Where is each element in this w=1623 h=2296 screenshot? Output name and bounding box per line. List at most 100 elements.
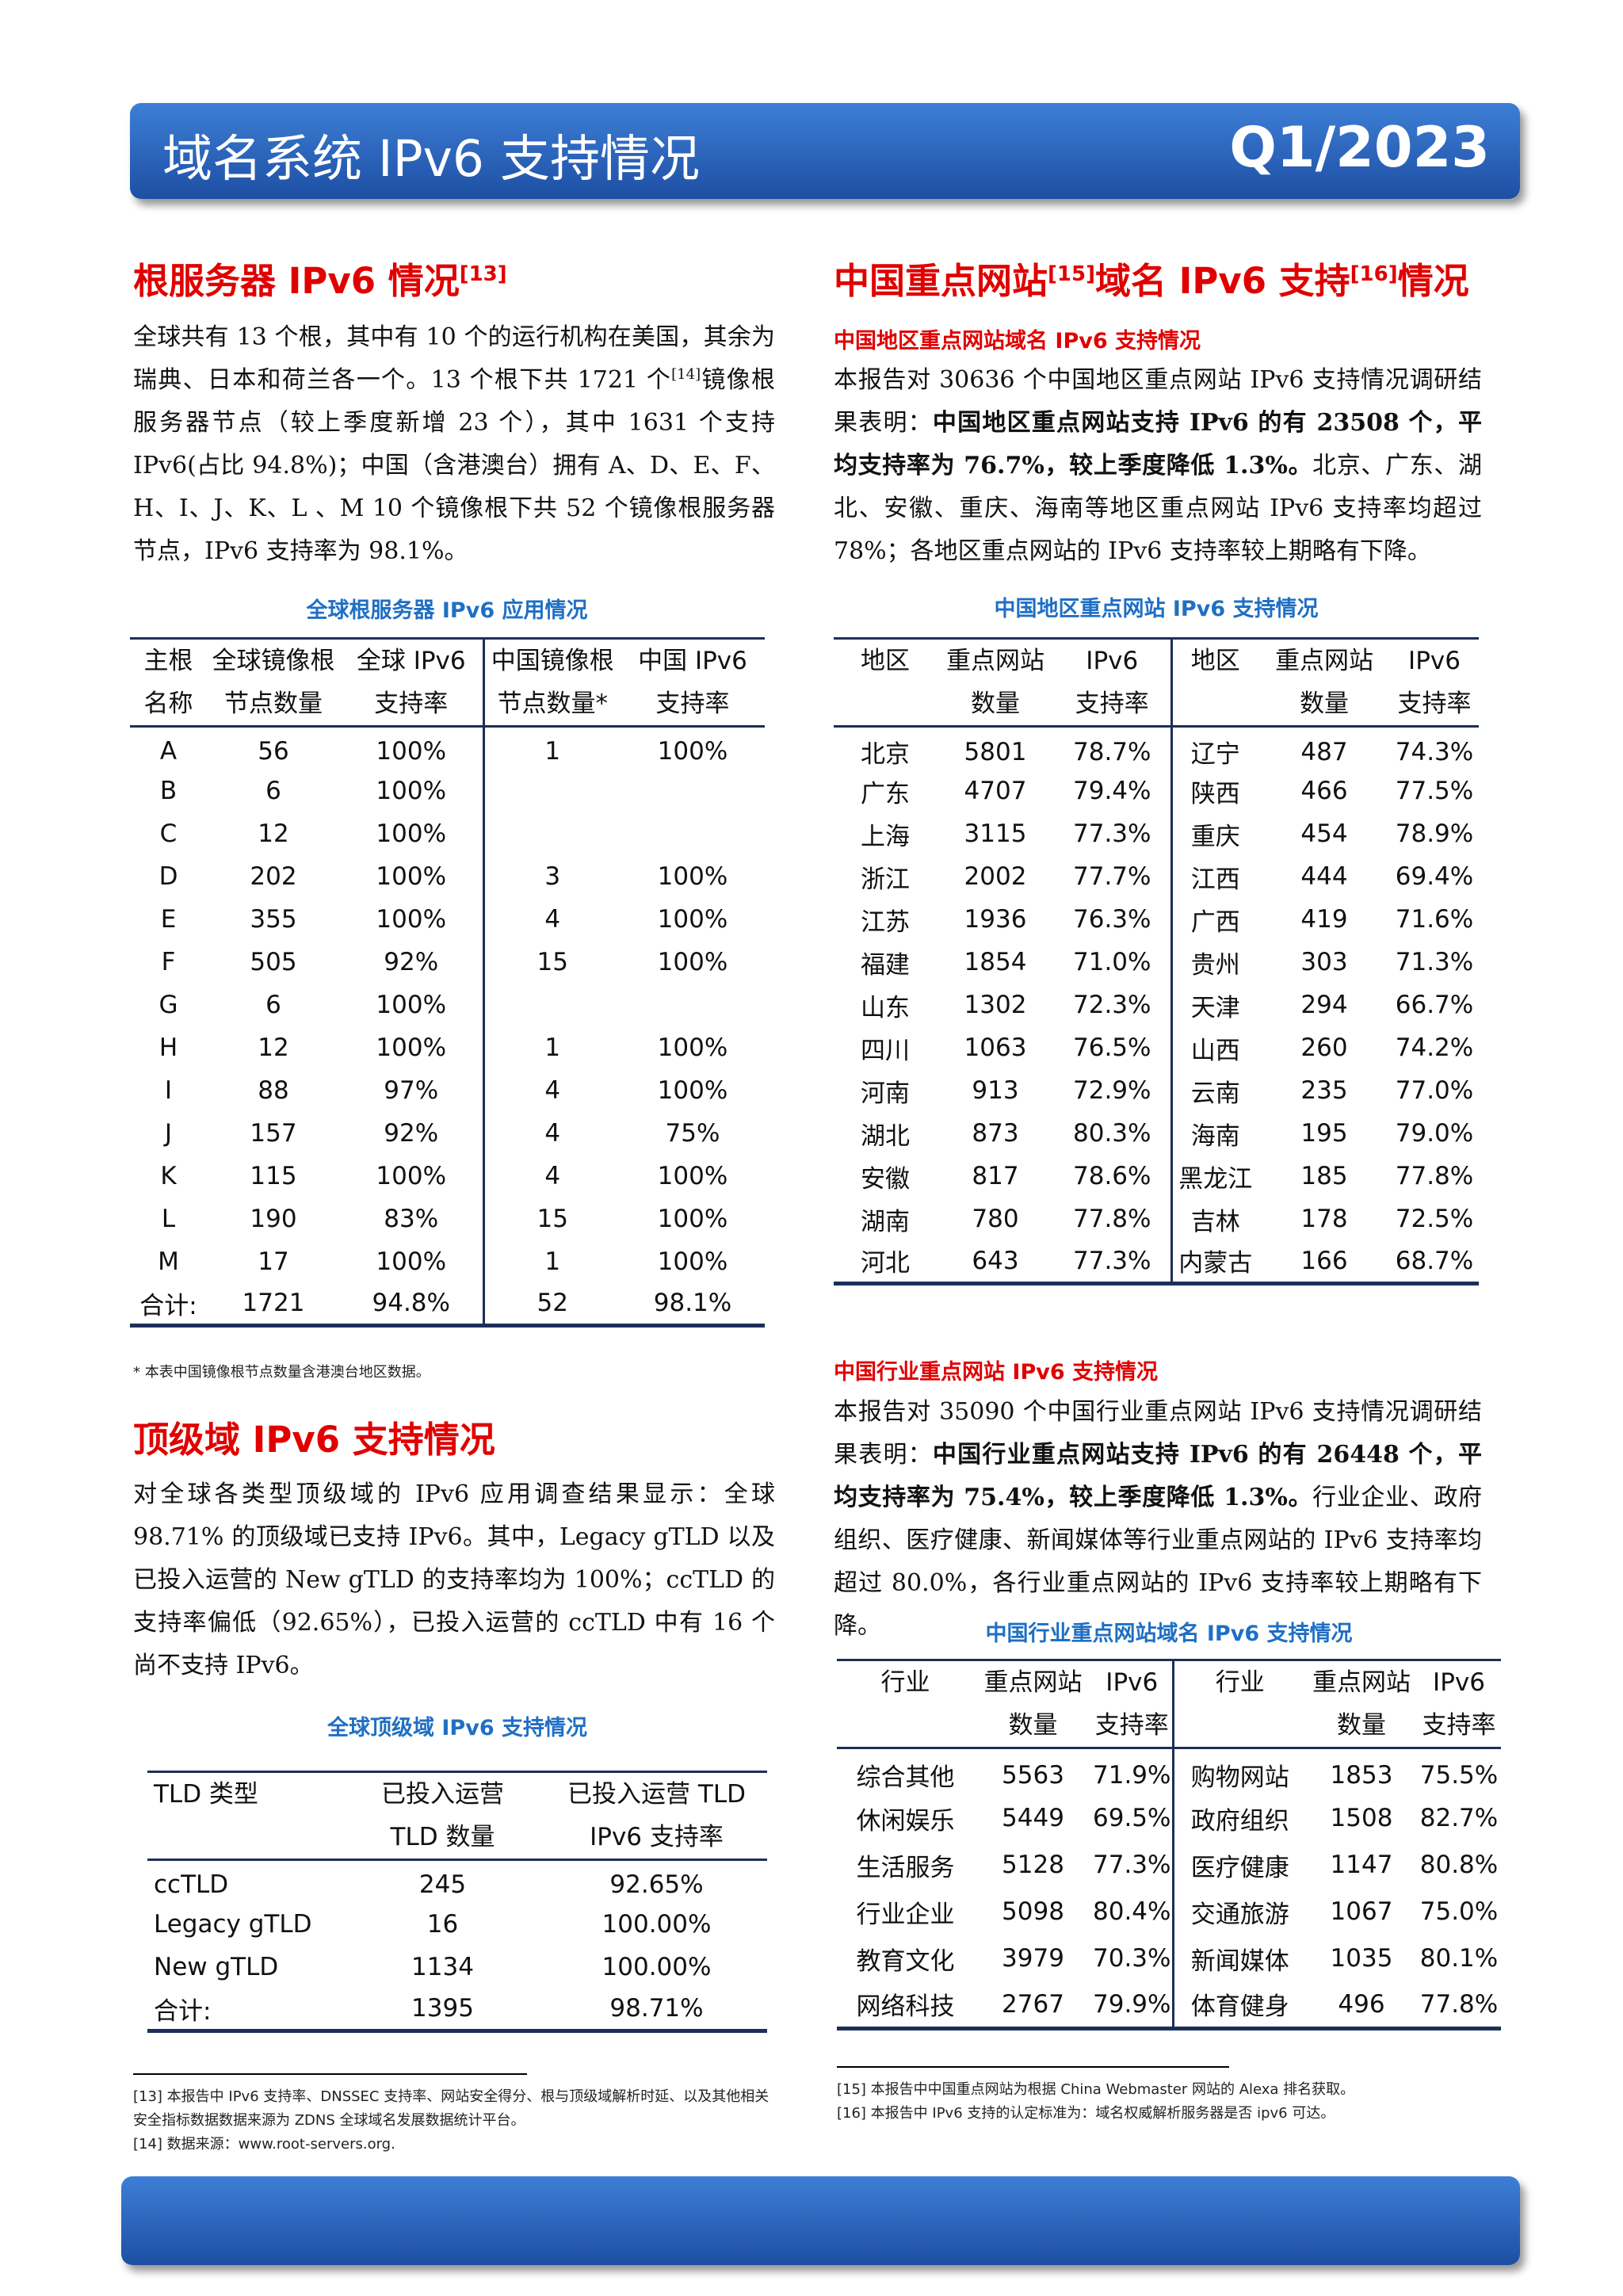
table-cell: ccTLD [154, 1870, 229, 1900]
table-cell: 77.5% [1395, 777, 1474, 805]
table-cell: 安徽 [861, 1164, 910, 1194]
table-body: A 56 100% 1 100% B 6 100% C 12 100% D 202 100% 3 100% E 3… [130, 726, 765, 1326]
table-cell: 77.8% [1419, 1989, 1499, 2019]
table-row: Legacy gTLD 16 100.00% [147, 1903, 767, 1946]
footnote-rule [837, 2066, 1229, 2068]
table-note: * 本表中国镜像根节点数量含港澳台地区数据。 [133, 1364, 430, 1381]
table-row: 休闲娱乐 5449 69.5% 政府组织 1508 82.7% [837, 1794, 1501, 1842]
header-line: 已投入运营 TLD [567, 1780, 746, 1809]
table-cell: 80.1% [1419, 1944, 1499, 1973]
table-cell: 195 [1300, 1119, 1348, 1148]
header-row: 行业 重点网站 数量 IPv6 支持率 行业 重点网站 数量 IPv6 支持率 [837, 1660, 1501, 1748]
data-table: TLD 类型 已投入运营 TLD 数量 已投入运营 TLD IPv6 支持率 ccTLD 2… [147, 1771, 767, 2033]
subheading: 中国地区重点网站域名 IPv6 支持情况 [834, 329, 1201, 353]
table-cell: 天津 [1170, 984, 1258, 1026]
paragraph: 本报告对 30636 个中国地区重点网站 IPv6 支持情况调研结果表明：中国地… [834, 359, 1482, 573]
table-row: M 17 100% 1 100% [130, 1240, 765, 1283]
table-cell: 74.3% [1395, 737, 1474, 766]
table-cell: 1508 [1330, 1804, 1393, 1832]
table-cell: 71.3% [1395, 948, 1474, 976]
header-line: 地区 [1190, 647, 1240, 675]
table-cell: 上海 [861, 822, 910, 851]
header-row: 地区 重点网站 数量 IPv6 支持率 地区 重点网站 数量 IPv6 支持率 [834, 638, 1479, 727]
header-line: 中国 IPv6 [638, 647, 747, 675]
footnotes: [15] 本报告中中国重点网站为根据 China Webmaster 网站的 A… [837, 2078, 1495, 2126]
table-cell: 福建 [861, 950, 910, 980]
table-row: 福建 1854 71.0% 贵州 303 71.3% [834, 941, 1479, 984]
header-title: 域名系统 IPv6 支持情况 [162, 130, 700, 188]
table-cell: 72.9% [1073, 1076, 1151, 1105]
table: 主根 名称 全球镜像根 节点数量 全球 IPv6 支持率 中国镜像根 节点数量* 中国 IPv6… [130, 637, 765, 1328]
footnote: [14] 数据来源：www.root-servers.org. [133, 2136, 395, 2153]
table-cell: 100% [376, 1247, 447, 1276]
table-cell: 16 [426, 1909, 459, 1939]
text-run: 本报告对 30636 个中国地区重点网站 IPv6 支持情况调研结果表明： [834, 366, 1482, 437]
header-cell: 主根 名称 [130, 639, 207, 727]
table-caption: 全球顶级域 IPv6 支持情况 [327, 1716, 588, 1740]
header-line: 支持率 [1422, 1711, 1496, 1740]
table-cell [621, 984, 765, 1026]
table-cell: 5563 [1002, 1760, 1064, 1790]
header-line: 节点数量 [224, 690, 323, 718]
table-cell: 78.7% [1073, 737, 1151, 766]
table-row: 教育文化 3979 70.3% 新闻媒体 1035 80.1% [837, 1935, 1501, 1982]
table-cell: 海南 [1170, 1112, 1258, 1155]
table-cell: 购物网站 [1171, 1748, 1306, 1795]
header-line: 中国镜像根 [491, 647, 614, 675]
table-row: 北京 5801 78.7% 辽宁 487 74.3% [834, 726, 1479, 770]
table-cell: 6 [265, 776, 281, 805]
table-caption: 全球根服务器 IPv6 应用情况 [306, 598, 588, 623]
table-cell: 15 [482, 940, 621, 984]
table-cell: 100% [376, 776, 447, 805]
paragraph: 全球共有 13 个根，其中有 10 个的运行机构在美国，其余为瑞典、日本和荷兰各… [133, 316, 775, 573]
table-cell: 780 [972, 1205, 1019, 1233]
table-caption: 中国行业重点网站域名 IPv6 支持情况 [985, 1622, 1353, 1646]
table-cell: 100.00% [601, 1909, 712, 1939]
table-cell: 4 [482, 1154, 621, 1198]
table-cell: 2002 [964, 862, 1027, 891]
table-cell: 教育文化 [856, 1946, 955, 1976]
header-line: 数量 [971, 690, 1020, 718]
header-row: TLD 类型 已投入运营 TLD 数量 已投入运营 TLD IPv6 支持率 [147, 1771, 767, 1860]
header-cell: 地区 [834, 639, 937, 727]
table-cell: 100% [376, 861, 447, 891]
bold-run: 中国行业重点网站支持 IPv6 的有 26448 个，平均支持率为 75.4%，… [834, 1441, 1483, 1511]
table-cell: 202 [250, 861, 297, 891]
table-cell [482, 812, 621, 855]
table-cell: 1395 [411, 1994, 474, 2023]
table-cell [621, 770, 765, 812]
header-line: 重点网站 [1275, 647, 1373, 675]
table-cell: 178 [1300, 1205, 1348, 1233]
table-cell: 1 [482, 1026, 621, 1069]
table-cell: 487 [1300, 737, 1348, 766]
table-cell: 100% [376, 737, 447, 766]
header-cell: 地区 [1170, 638, 1258, 727]
header-cell: 重点网站 数量 [974, 1660, 1092, 1748]
table-row: A 56 100% 1 100% [130, 726, 765, 770]
table-row: L 190 83% 15 100% [130, 1197, 765, 1240]
table-cell: 454 [1300, 819, 1348, 848]
table-cell: 71.0% [1073, 948, 1151, 976]
table-cell [621, 812, 765, 855]
text-run: 全球共有 13 个根，其中有 10 个的运行机构在美国，其余为瑞典、日本和荷兰各… [133, 323, 775, 394]
table-row: C 12 100% [130, 812, 765, 855]
header-period: Q1/2023 [1229, 115, 1490, 180]
table-cell: 3 [482, 854, 621, 898]
table-row: New gTLD 1134 100.00% [147, 1946, 767, 1988]
header-line: 重点网站 [983, 1668, 1083, 1697]
table-cell: 黑龙江 [1170, 1155, 1258, 1198]
table-cell: B [159, 776, 178, 805]
table-cell: 交通旅游 [1171, 1888, 1306, 1935]
header-line: 主根 [143, 647, 193, 675]
header-cell: IPv6 支持率 [1390, 639, 1479, 727]
section-heading: 根服务器 IPv6 情况[13] [133, 252, 507, 304]
table-cell: 贵州 [1170, 941, 1258, 984]
table-cell: 100% [657, 1033, 728, 1062]
table-cell: 山西 [1170, 1026, 1258, 1069]
table-cell: 1035 [1330, 1944, 1393, 1973]
section-heading: 顶级域 IPv6 支持情况 [133, 1419, 495, 1461]
table-cell: 4 [482, 1068, 621, 1112]
table-cell: 419 [1300, 905, 1348, 934]
table-row: 四川 1063 76.5% 山西 260 74.2% [834, 1026, 1479, 1069]
table-row: 浙江 2002 77.7% 江西 444 69.4% [834, 855, 1479, 898]
